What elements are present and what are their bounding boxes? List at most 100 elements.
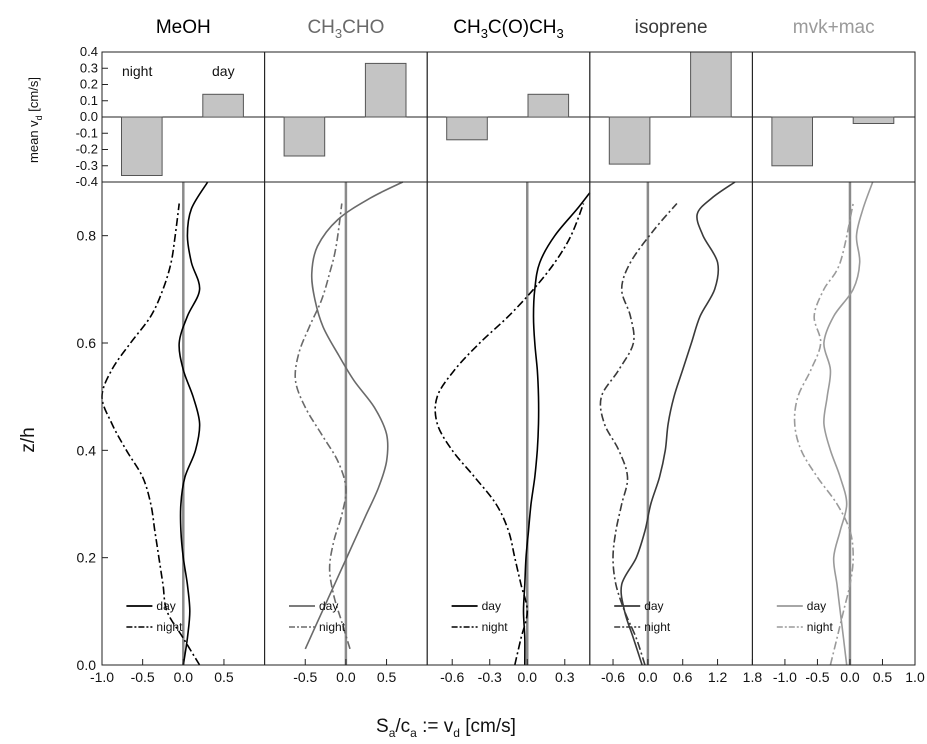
legend-night-label-ch3cho: night — [319, 620, 346, 634]
profile-y-tick-label-1: 0.2 — [77, 550, 97, 566]
bar-day-isoprene — [690, 51, 732, 118]
panel-title-meoh: MeOH — [156, 17, 211, 38]
panel-title-part-ch3c-o-ch3-0: CH — [453, 17, 480, 38]
panel-title-part-ch3cho-2: CHO — [342, 17, 384, 38]
x-tick-label-meoh-0: -1.0 — [90, 669, 114, 685]
x-tick-label-ch3c-o-ch3-2: 0.0 — [518, 669, 538, 685]
curve-night-isoprene — [599, 202, 678, 666]
curve-night-meoh — [101, 203, 201, 666]
panel-title-ch3cho: CH3CHO — [307, 17, 384, 41]
annotation-night: night — [122, 63, 152, 79]
x-tick-label-isoprene-1: 0.0 — [638, 669, 658, 685]
grid-layer — [102, 116, 915, 665]
x-tick-label-ch3c-o-ch3-0: -0.6 — [440, 669, 464, 685]
bar-y-tick-label-4: 0.0 — [80, 109, 98, 124]
curve-night-mvk-mac — [793, 203, 855, 666]
bar-y-tick-label-7: -0.3 — [76, 158, 98, 173]
panel-title-part-mvk-mac-0: mvk+mac — [793, 17, 875, 38]
legend-night-label-isoprene: night — [644, 620, 671, 634]
x-tick-label-ch3c-o-ch3-1: -0.3 — [478, 669, 502, 685]
x-tick-label-meoh-2: 0.0 — [174, 669, 194, 685]
x-tick-label-mvk-mac-2: 0.0 — [840, 669, 860, 685]
bar-night-ch3cho — [283, 116, 326, 157]
curve-night-ch3c-o-ch3 — [434, 203, 585, 666]
curves-layer — [101, 51, 895, 666]
x-tick-label-meoh-1: -0.5 — [131, 669, 155, 685]
legend-night-label-mvk-mac: night — [807, 620, 834, 634]
x-axis-label-sub2: a — [410, 726, 417, 740]
bar-night-ch3c-o-ch3 — [446, 116, 488, 141]
x-axis-label-tail: := v — [417, 716, 454, 737]
x-tick-label-mvk-mac-1: -0.5 — [805, 669, 829, 685]
x-tick-label-isoprene-2: 0.6 — [673, 669, 693, 685]
bar-night-mvk-mac — [771, 116, 814, 167]
curve-day-mvk-mac — [823, 181, 874, 666]
bar-y-tick-label-2: 0.2 — [80, 77, 98, 92]
panel-title-part-ch3c-o-ch3-1: 3 — [481, 26, 488, 41]
bar-day-ch3c-o-ch3 — [527, 93, 570, 118]
bar-night-isoprene — [608, 116, 651, 165]
x-tick-label-isoprene-4: 1.8 — [743, 669, 763, 685]
profile-y-tick-label-2: 0.4 — [77, 442, 97, 458]
profile-y-tick-label-4: 0.8 — [77, 228, 97, 244]
top-y-axis-label-sub: d — [34, 115, 44, 120]
panel-title-part-isoprene-0: isoprene — [635, 17, 708, 38]
x-tick-label-mvk-mac-3: 0.5 — [873, 669, 893, 685]
profile-y-tick-label-0: 0.0 — [77, 657, 97, 673]
panel-title-part-meoh-0: MeOH — [156, 17, 211, 38]
annotation-day: day — [212, 63, 235, 79]
x-tick-label-isoprene-3: 1.2 — [708, 669, 728, 685]
curve-night-ch3cho — [294, 203, 351, 650]
y-axis-label: z/h — [18, 427, 39, 452]
x-tick-label-meoh-3: 0.5 — [214, 669, 234, 685]
bar-day-meoh — [202, 93, 244, 118]
x-axis-label-mid: /c — [395, 716, 410, 737]
panel-title-mvk-mac: mvk+mac — [793, 17, 875, 38]
top-y-axis-label: mean vd [cm/s] — [26, 77, 44, 163]
x-axis-label-sub1: a — [389, 726, 396, 740]
profile-frame-ch3c-o-ch3 — [426, 181, 591, 666]
legend-day-label-ch3cho: day — [319, 599, 338, 613]
profile-frame-isoprene — [589, 181, 753, 666]
curve-day-ch3cho — [304, 181, 404, 650]
bar-y-tick-label-0: 0.4 — [80, 44, 98, 59]
bar-night-meoh — [121, 116, 163, 176]
legend-night-label-ch3c-o-ch3: night — [482, 620, 509, 634]
top-y-axis-label-unit: [cm/s] — [26, 77, 41, 115]
panel-title-ch3c-o-ch3: CH3C(O)CH3 — [453, 17, 564, 41]
x-tick-label-isoprene-0: -0.6 — [601, 669, 625, 685]
curve-day-ch3c-o-ch3 — [522, 192, 591, 666]
legend-night-label-meoh: night — [156, 620, 183, 634]
bar-day-mvk-mac — [852, 116, 895, 124]
bar-y-tick-label-3: 0.1 — [80, 93, 98, 108]
panel-title-isoprene: isoprene — [635, 17, 708, 38]
frames-layer — [101, 51, 916, 666]
bar-y-tick-label-1: 0.3 — [80, 60, 98, 75]
legend-day-label-mvk-mac: day — [807, 599, 826, 613]
bar-day-ch3cho — [364, 62, 407, 118]
x-tick-label-mvk-mac-4: 1.0 — [905, 669, 925, 685]
x-axis-label-main: S — [376, 716, 389, 737]
bar-y-tick-label-8: -0.4 — [76, 174, 98, 189]
x-tick-label-ch3cho-0: -0.5 — [293, 669, 317, 685]
bar-y-tick-label-6: -0.2 — [76, 142, 98, 157]
x-tick-label-ch3c-o-ch3-3: 0.3 — [555, 669, 575, 685]
x-axis-label: Sa/ca := vd [cm/s] — [376, 716, 516, 740]
x-tick-label-ch3cho-1: 0.0 — [336, 669, 356, 685]
x-tick-label-mvk-mac-0: -1.0 — [773, 669, 797, 685]
x-tick-label-ch3cho-2: 0.5 — [377, 669, 397, 685]
x-axis-label-sub3: d — [453, 726, 460, 740]
profile-frame-mvk-mac — [751, 181, 916, 666]
panel-title-part-ch3cho-1: 3 — [335, 26, 342, 41]
profile-y-tick-label-3: 0.6 — [77, 335, 97, 351]
legend-day-label-ch3c-o-ch3: day — [482, 599, 501, 613]
legend-day-label-isoprene: day — [644, 599, 663, 613]
bar-y-tick-label-5: -0.1 — [76, 125, 98, 140]
legend-day-label-meoh: day — [156, 599, 175, 613]
x-axis-label-unit: [cm/s] — [460, 716, 516, 737]
curve-day-meoh — [178, 181, 209, 666]
panel-title-part-ch3c-o-ch3-2: C(O)CH — [488, 17, 557, 38]
curve-day-isoprene — [620, 181, 736, 666]
top-y-axis-label-main: mean v — [26, 120, 41, 163]
